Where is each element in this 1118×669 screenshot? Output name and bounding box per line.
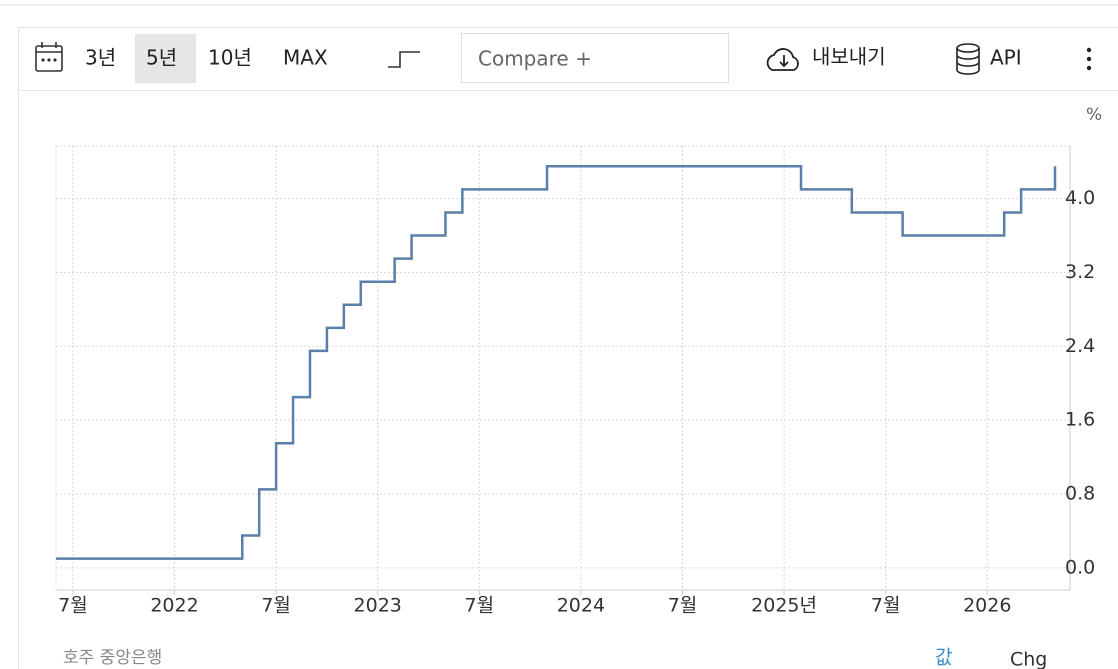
y-tick-label: 0.8 <box>1065 483 1095 505</box>
range-button[interactable]: MAX <box>283 46 328 70</box>
range-button[interactable]: 3년 <box>85 46 116 70</box>
x-tick-label: 2023 <box>354 595 402 617</box>
compare-placeholder: Compare + <box>478 47 592 71</box>
api-button[interactable]: API <box>990 46 1022 70</box>
export-icon[interactable] <box>766 48 799 71</box>
x-tick-label: 7월 <box>871 595 901 617</box>
value-tab[interactable]: 값 <box>935 647 952 669</box>
x-tick-label: 7월 <box>668 595 698 617</box>
panel-border <box>18 27 1118 669</box>
y-unit: % <box>1086 105 1102 125</box>
y-tick-label: 2.4 <box>1065 335 1095 357</box>
y-tick-label: 3.2 <box>1065 261 1095 283</box>
y-tick-label: 0.0 <box>1065 556 1095 578</box>
x-tick-label: 7월 <box>58 595 88 617</box>
api-icon[interactable] <box>956 43 980 75</box>
x-tick-label: 2026 <box>963 595 1011 617</box>
chg-tab[interactable]: Chg <box>1010 649 1047 669</box>
x-tick-label: 2022 <box>150 595 198 617</box>
compare-box[interactable] <box>461 33 729 83</box>
more-menu[interactable] <box>1086 47 1092 71</box>
x-tick-label: 2024 <box>557 595 605 617</box>
step-icon[interactable] <box>388 51 420 68</box>
x-tick-label: 2025년 <box>751 595 817 617</box>
x-tick-label: 7월 <box>261 595 291 617</box>
range-button[interactable]: 10년 <box>208 46 252 70</box>
range-selected <box>135 34 196 83</box>
range-button[interactable]: 5년 <box>146 46 177 70</box>
export-button[interactable]: 내보내기 <box>812 45 886 69</box>
y-tick-label: 1.6 <box>1065 409 1095 431</box>
rate-line <box>56 165 1057 560</box>
source-label: 호주 중앙은행 <box>63 648 162 668</box>
y-tick-label: 4.0 <box>1065 187 1095 209</box>
x-tick-label: 7월 <box>465 595 495 617</box>
calendar-icon[interactable] <box>35 42 63 72</box>
